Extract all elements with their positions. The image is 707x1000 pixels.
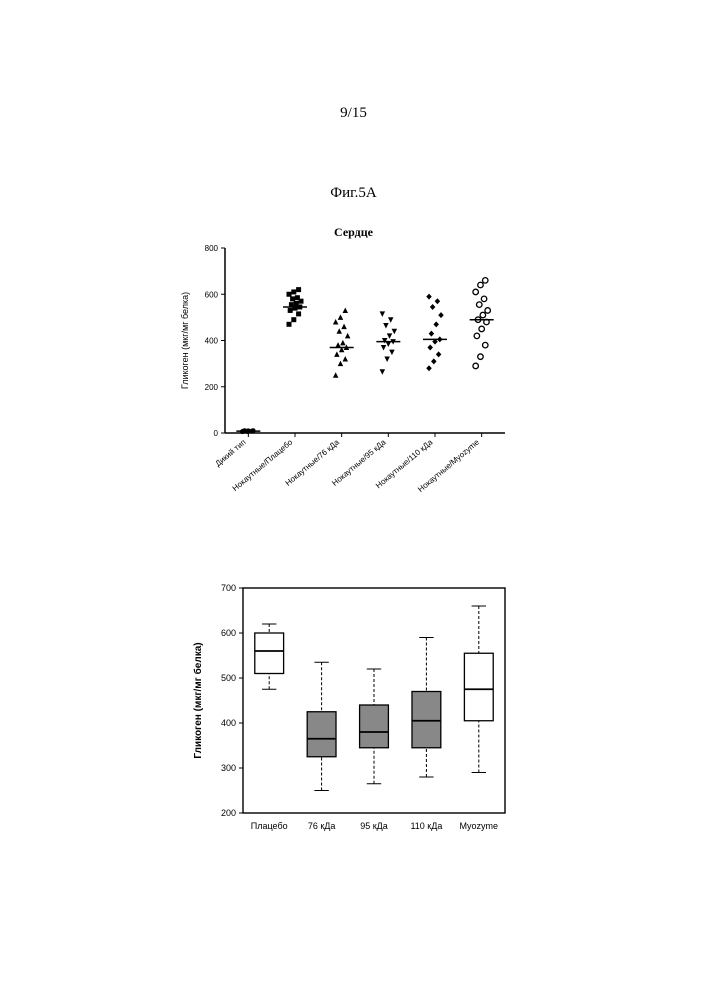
svg-text:76 кДа: 76 кДа	[308, 821, 336, 831]
page-number: 9/15	[0, 105, 707, 122]
svg-text:Гликоген (мкг/мг белка): Гликоген (мкг/мг белка)	[192, 642, 204, 758]
figure-label: Фиг.5A	[0, 185, 707, 202]
svg-text:800: 800	[205, 244, 219, 253]
svg-text:500: 500	[221, 673, 236, 683]
svg-text:95 кДа: 95 кДа	[360, 821, 388, 831]
svg-text:400: 400	[205, 337, 219, 346]
svg-text:600: 600	[221, 628, 236, 638]
svg-text:700: 700	[221, 583, 236, 593]
svg-text:Дикий тип: Дикий тип	[213, 438, 247, 469]
svg-text:300: 300	[221, 763, 236, 773]
svg-text:600: 600	[205, 290, 219, 299]
box-chart: 200 300 400 500 600 700 Гликоген (мкг/мг белка…	[185, 578, 525, 858]
svg-text:Плацебо: Плацебо	[251, 821, 288, 831]
svg-text:200: 200	[205, 383, 219, 392]
svg-text:110 кДа: 110 кДа	[410, 821, 442, 831]
svg-text:200: 200	[221, 808, 236, 818]
svg-text:Myozyme: Myozyme	[460, 821, 499, 831]
svg-text:Гликоген (мкг/мг белка): Гликоген (мкг/мг белка)	[180, 292, 190, 389]
scatter-chart-title: Сердце	[0, 225, 707, 240]
svg-text:0: 0	[214, 429, 219, 438]
scatter-chart: 0 200 400 600 800 Гликоген (мкг/мг белка) Дики…	[170, 240, 540, 520]
svg-text:400: 400	[221, 718, 236, 728]
